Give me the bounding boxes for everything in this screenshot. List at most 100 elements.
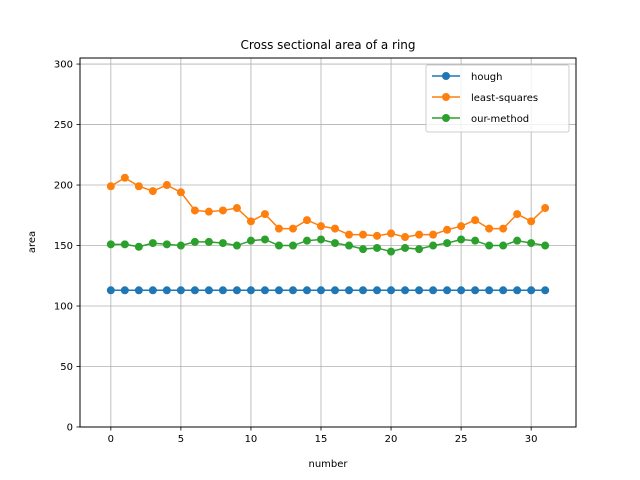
data-point xyxy=(190,286,199,295)
data-point xyxy=(302,216,311,225)
data-point xyxy=(134,242,143,251)
data-point xyxy=(499,241,508,250)
data-point xyxy=(513,236,522,245)
data-point xyxy=(204,237,213,246)
data-point xyxy=(429,241,438,250)
data-point xyxy=(120,286,129,295)
y-tick-label: 100 xyxy=(54,302,73,313)
data-point xyxy=(260,286,269,295)
x-tick-label: 5 xyxy=(178,434,184,445)
data-point xyxy=(134,182,143,191)
data-point xyxy=(541,286,550,295)
data-point xyxy=(204,207,213,216)
series-line xyxy=(110,176,546,238)
data-point xyxy=(190,237,199,246)
data-point xyxy=(316,286,325,295)
x-axis-label: number xyxy=(308,459,348,470)
data-point xyxy=(288,241,297,250)
data-point xyxy=(527,239,536,248)
data-point xyxy=(204,286,213,295)
data-point xyxy=(120,173,129,182)
data-point xyxy=(260,210,269,219)
data-point xyxy=(106,286,115,295)
data-point xyxy=(485,286,494,295)
y-tick-label: 50 xyxy=(60,362,73,373)
legend: hough least-squares our-method xyxy=(425,64,570,133)
y-tick-label: 250 xyxy=(54,120,73,131)
data-point xyxy=(443,286,452,295)
data-point xyxy=(331,239,340,248)
data-point xyxy=(499,286,508,295)
data-point xyxy=(401,286,410,295)
data-point xyxy=(345,230,354,239)
data-point xyxy=(541,241,550,250)
data-point xyxy=(541,204,550,213)
data-point xyxy=(120,240,129,249)
data-point xyxy=(274,241,283,250)
data-point xyxy=(401,233,410,242)
x-tick-label: 30 xyxy=(525,434,538,445)
data-point xyxy=(331,286,340,295)
data-point xyxy=(246,286,255,295)
series-our-method xyxy=(106,235,550,256)
data-point xyxy=(232,241,241,250)
data-point xyxy=(246,236,255,245)
data-point xyxy=(176,241,185,250)
data-point xyxy=(218,286,227,295)
data-point xyxy=(162,181,171,190)
data-point xyxy=(232,204,241,213)
data-point xyxy=(373,286,382,295)
data-point xyxy=(148,239,157,248)
data-point xyxy=(373,243,382,252)
data-point xyxy=(387,247,396,256)
legend-item: hough xyxy=(432,72,502,83)
series-hough xyxy=(106,286,550,295)
data-point xyxy=(260,235,269,244)
data-point xyxy=(415,230,424,239)
data-point xyxy=(176,286,185,295)
data-point xyxy=(106,182,115,191)
y-axis-label: area xyxy=(27,231,38,253)
data-point xyxy=(288,224,297,233)
data-point xyxy=(373,231,382,240)
data-point xyxy=(359,286,368,295)
data-point xyxy=(274,224,283,233)
data-point xyxy=(359,230,368,239)
data-point xyxy=(176,188,185,197)
chart-title: Cross sectional area of a ring xyxy=(240,38,415,52)
data-point xyxy=(134,286,143,295)
data-point xyxy=(471,286,480,295)
data-point xyxy=(457,286,466,295)
data-point xyxy=(331,224,340,233)
data-point xyxy=(471,216,480,225)
y-tick-label: 0 xyxy=(67,423,73,434)
legend-marker xyxy=(442,72,450,80)
data-point xyxy=(415,245,424,254)
data-point xyxy=(443,225,452,234)
data-point xyxy=(190,206,199,215)
legend-label: least-squares xyxy=(471,93,538,104)
data-point xyxy=(527,217,536,226)
x-tick-label: 25 xyxy=(455,434,468,445)
plot-frame xyxy=(79,57,577,428)
data-point xyxy=(401,243,410,252)
data-point xyxy=(513,286,522,295)
data-point xyxy=(302,236,311,245)
data-point xyxy=(106,240,115,249)
data-point xyxy=(345,241,354,250)
data-point xyxy=(429,286,438,295)
data-point xyxy=(457,222,466,231)
data-point xyxy=(148,286,157,295)
data-point xyxy=(359,245,368,254)
y-tick-label: 300 xyxy=(54,60,73,71)
data-point xyxy=(387,229,396,238)
data-point xyxy=(288,286,297,295)
data-point xyxy=(148,187,157,196)
legend-marker xyxy=(442,114,450,122)
y-tick-label: 150 xyxy=(54,241,73,252)
data-point xyxy=(415,286,424,295)
data-point xyxy=(527,286,536,295)
legend-box xyxy=(425,64,570,133)
data-point xyxy=(485,224,494,233)
data-point xyxy=(457,235,466,244)
